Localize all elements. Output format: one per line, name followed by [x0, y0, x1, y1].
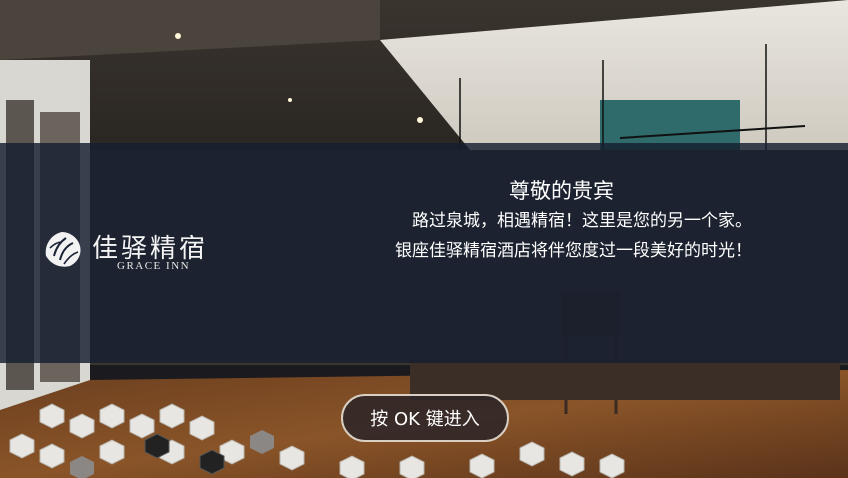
brand-name-en: GRACE INN [117, 260, 191, 272]
brand-name-cn: 佳驿精宿 [92, 234, 209, 264]
enter-button[interactable]: 按 OK 键进入 [341, 394, 509, 442]
enter-button-label: 按 OK 键进入 [370, 409, 480, 430]
welcome-banner [0, 143, 848, 363]
welcome-title: 尊敬的贵宾 [509, 179, 614, 203]
welcome-line-2: 银座佳驿精宿酒店将伴您度过一段美好的时光！ [395, 241, 752, 261]
welcome-message: 尊敬的贵宾 路过泉城，相遇精宿！这里是您的另一个家。 银座佳驿精宿酒店将伴您度过… [272, 176, 752, 266]
welcome-line-1: 路过泉城，相遇精宿！这里是您的另一个家。 [412, 211, 752, 231]
brand-logo: 佳驿精宿 GRACE INN [40, 226, 240, 276]
lotus-flower-icon [45, 232, 81, 267]
